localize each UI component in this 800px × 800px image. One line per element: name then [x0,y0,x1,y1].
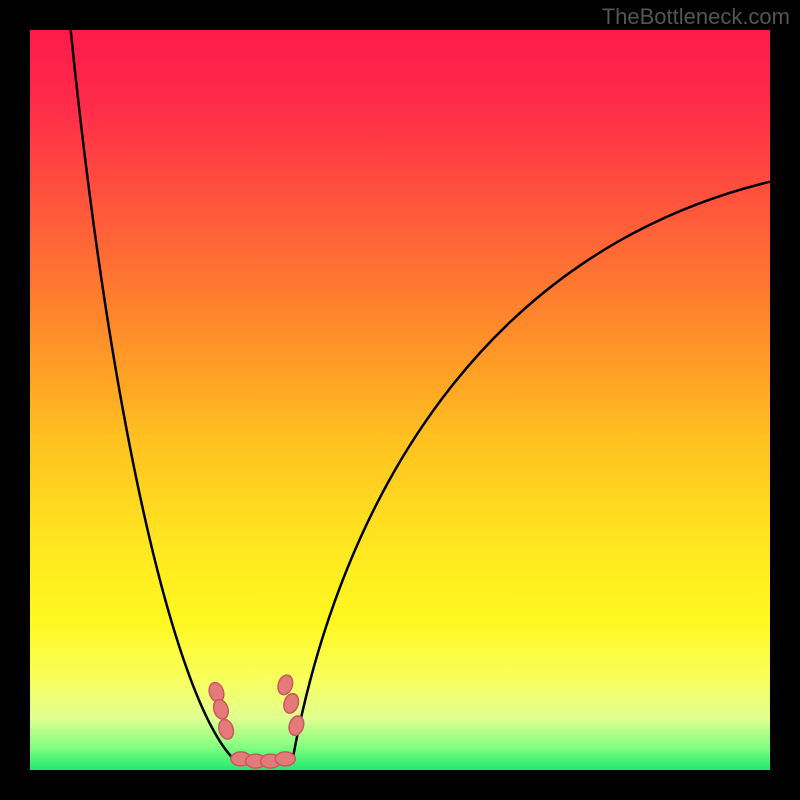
chart-svg [0,0,800,800]
bottleneck-chart: TheBottleneck.com [0,0,800,800]
marker [275,752,295,766]
watermark-text: TheBottleneck.com [602,4,790,30]
plot-gradient-background [30,30,770,770]
